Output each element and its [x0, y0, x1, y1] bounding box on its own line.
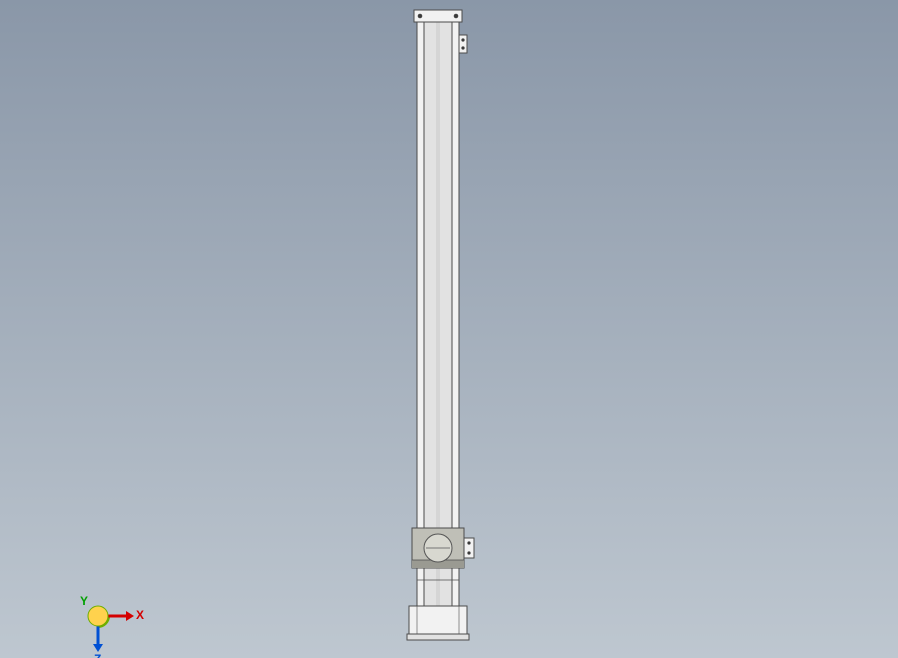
axis-label-x: X — [136, 608, 144, 622]
axis-label-y: Y — [80, 594, 88, 608]
cad-viewport[interactable]: X Y Z — [0, 0, 898, 658]
axis-triad[interactable]: X Y Z — [58, 576, 118, 636]
axis-label-z: Z — [94, 652, 101, 658]
viewport-background — [0, 0, 898, 658]
